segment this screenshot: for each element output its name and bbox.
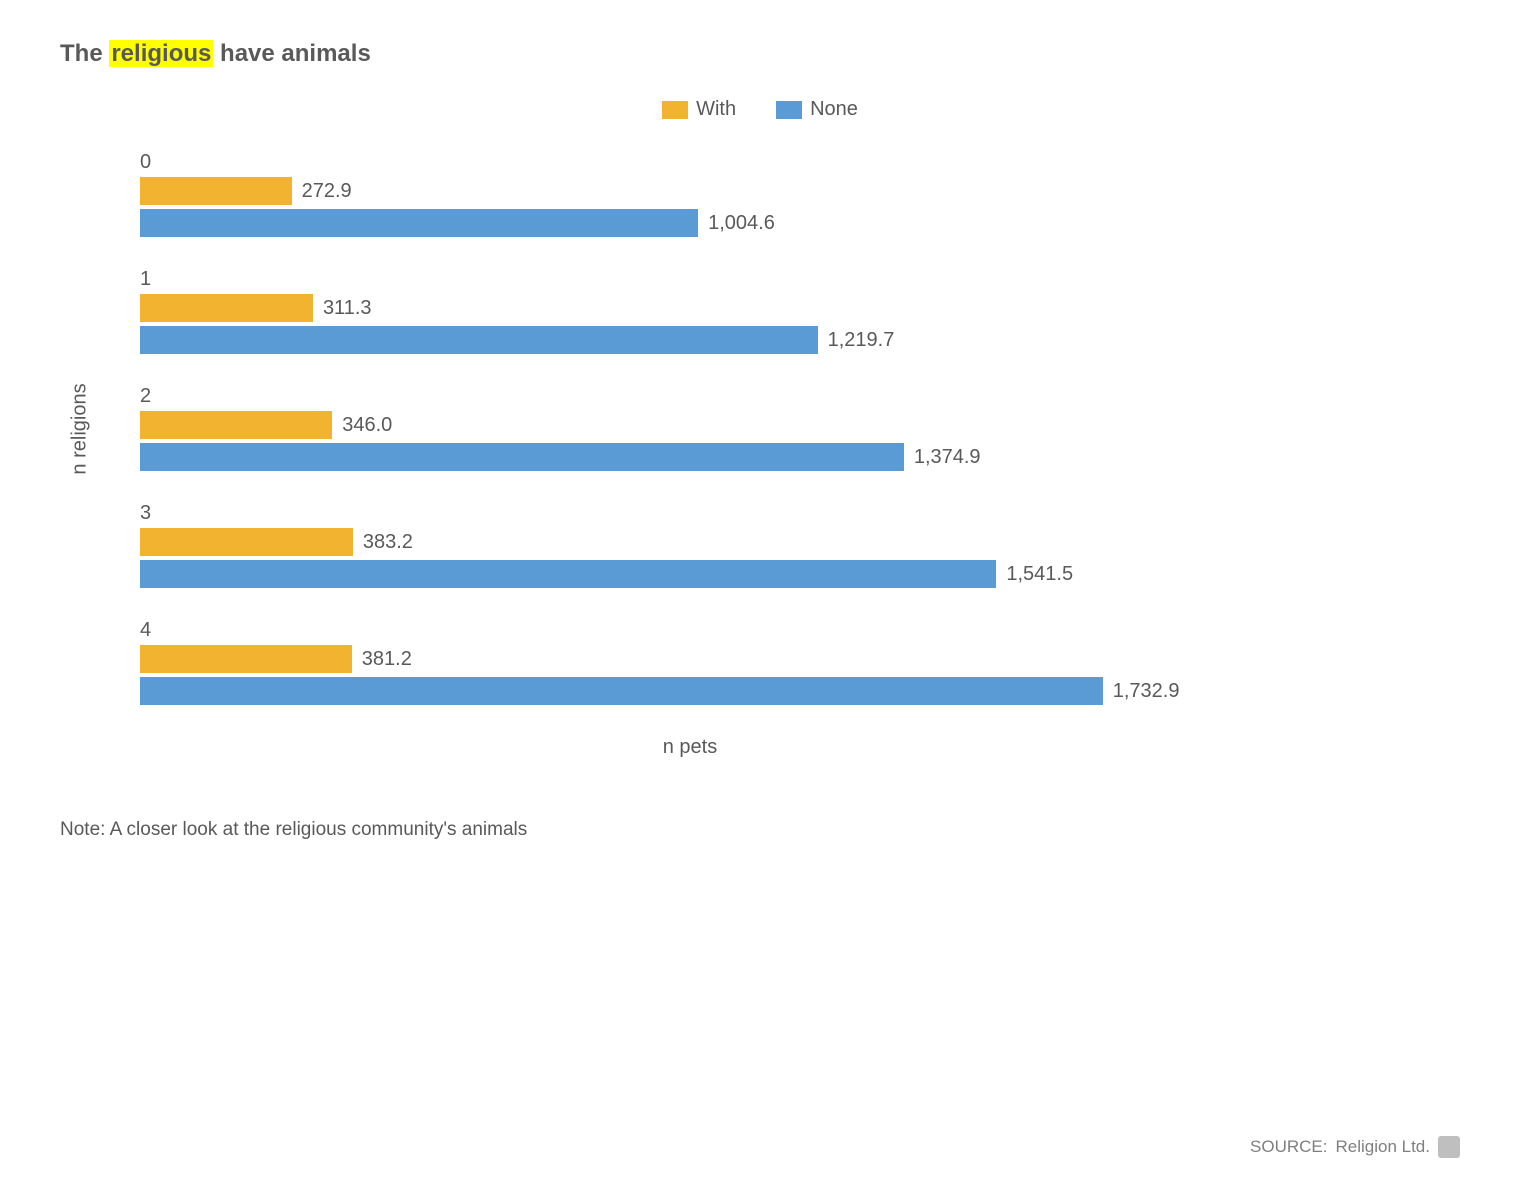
category-label: 2 (140, 385, 1240, 408)
bar-row: 311.3 (140, 293, 1240, 323)
bar-row: 346.0 (140, 410, 1240, 440)
bar (140, 177, 292, 205)
bar (140, 209, 698, 237)
category-label: 4 (140, 619, 1240, 642)
bar-row: 1,004.6 (140, 208, 1240, 238)
bar (140, 645, 352, 673)
bar-row: 1,374.9 (140, 442, 1240, 472)
x-axis-label: n pets (140, 736, 1240, 759)
bar-group: 2 346.0 1,374.9 (140, 385, 1240, 472)
source-logo-icon (1438, 1136, 1460, 1158)
bar-row: 1,541.5 (140, 559, 1240, 589)
title-highlight: religious (109, 40, 213, 67)
bar (140, 560, 996, 588)
bar-value-label: 1,541.5 (1006, 563, 1073, 586)
bar-row: 383.2 (140, 527, 1240, 557)
category-label: 3 (140, 502, 1240, 525)
source-line: SOURCE: Religion Ltd. (1250, 1136, 1460, 1158)
bar-group: 4 381.2 1,732.9 (140, 619, 1240, 706)
legend-label-with: With (696, 98, 736, 121)
legend-swatch-with (662, 101, 688, 119)
legend-item-none: None (776, 98, 858, 121)
legend: With None (60, 98, 1460, 121)
bar-value-label: 1,219.7 (828, 329, 895, 352)
legend-label-none: None (810, 98, 858, 121)
bar-value-label: 346.0 (342, 414, 392, 437)
bar-row: 1,219.7 (140, 325, 1240, 355)
bar-row: 1,732.9 (140, 676, 1240, 706)
bar-value-label: 381.2 (362, 648, 412, 671)
legend-swatch-none (776, 101, 802, 119)
bar (140, 528, 353, 556)
bar (140, 294, 313, 322)
bar (140, 326, 818, 354)
bar (140, 411, 332, 439)
bar (140, 677, 1103, 705)
y-axis-label: n religions (69, 383, 92, 474)
bar-value-label: 1,374.9 (914, 446, 981, 469)
bar-row: 381.2 (140, 644, 1240, 674)
bar (140, 443, 904, 471)
chart-area: n religions 0272.91,004.61311.31,219.723… (140, 151, 1240, 706)
title-part-2: have animals (213, 40, 370, 67)
source-text: Religion Ltd. (1335, 1137, 1430, 1157)
bar-value-label: 1,004.6 (708, 212, 775, 235)
bar-value-label: 272.9 (302, 180, 352, 203)
bar-value-label: 1,732.9 (1113, 680, 1180, 703)
title-part-0: The (60, 40, 109, 67)
bar-value-label: 383.2 (363, 531, 413, 554)
bar-value-label: 311.3 (323, 297, 372, 320)
category-label: 0 (140, 151, 1240, 174)
bar-groups: 0 272.9 1,004.6 1 311.3 1,219.7 2 346.0 1,374.9 3… (140, 151, 1240, 706)
bar-row: 272.9 (140, 176, 1240, 206)
bar-group: 1 311.3 1,219.7 (140, 268, 1240, 355)
legend-item-with: With (662, 98, 736, 121)
source-prefix: SOURCE: (1250, 1137, 1327, 1157)
bar-group: 0 272.9 1,004.6 (140, 151, 1240, 238)
chart-title: The religious have animals (60, 40, 1460, 68)
bar-group: 3 383.2 1,541.5 (140, 502, 1240, 589)
footnote: Note: A closer look at the religious com… (60, 819, 1460, 841)
category-label: 1 (140, 268, 1240, 291)
page: The religious have animals With None n r… (0, 0, 1520, 1198)
